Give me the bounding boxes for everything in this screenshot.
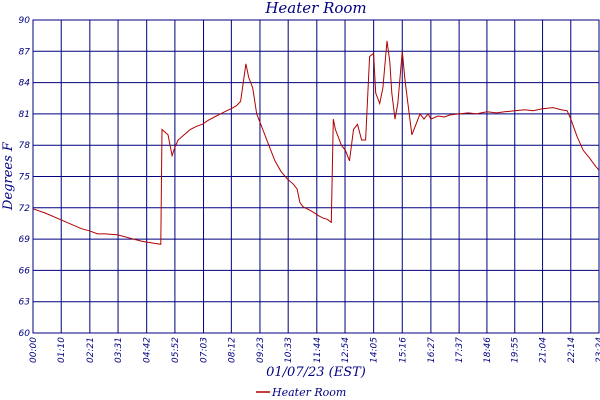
x-tick-label: 12:54 bbox=[341, 337, 351, 363]
chart-title: Heater Room bbox=[264, 0, 366, 17]
y-tick-label: 90 bbox=[19, 16, 31, 26]
x-tick-label: 08:12 bbox=[227, 337, 237, 363]
series-layer bbox=[32, 40, 600, 245]
x-tick-label: 02:21 bbox=[86, 337, 96, 363]
y-tick-label: 78 bbox=[19, 141, 31, 151]
y-tick-label: 69 bbox=[19, 235, 31, 245]
y-tick-label: 66 bbox=[19, 266, 31, 276]
y-tick-label: 63 bbox=[19, 298, 31, 308]
y-tick-labels: 60 63 66 69 72 75 78 81 84 87 90 bbox=[19, 16, 31, 339]
x-tick-label: 01:10 bbox=[57, 337, 67, 363]
series-line bbox=[32, 40, 600, 245]
x-tick-label: 23:24 bbox=[595, 337, 600, 363]
x-tick-label: 07:03 bbox=[200, 337, 210, 363]
x-tick-labels: 00:00 01:10 02:21 03:31 04:42 05:52 07:03 08:12… bbox=[29, 337, 600, 363]
x-tick-label: 00:00 bbox=[29, 337, 39, 363]
y-tick-label: 72 bbox=[19, 204, 31, 214]
y-tick-label: 87 bbox=[19, 47, 31, 57]
x-tick-label: 17:37 bbox=[455, 337, 465, 363]
x-tick-label: 19:55 bbox=[511, 337, 521, 363]
grid-layer bbox=[32, 19, 600, 334]
y-tick-label: 75 bbox=[19, 173, 31, 183]
x-tick-label: 21:04 bbox=[539, 337, 549, 363]
plot-frame bbox=[32, 19, 600, 334]
y-tick-label: 60 bbox=[19, 329, 31, 339]
x-tick-label: 04:42 bbox=[143, 337, 153, 363]
x-axis-label: 01/07/23 (EST) bbox=[266, 365, 366, 380]
x-tick-label: 22:14 bbox=[567, 337, 577, 363]
legend: Heater Room bbox=[256, 386, 346, 399]
y-tick-label: 84 bbox=[19, 79, 31, 89]
x-tick-label: 18:46 bbox=[483, 337, 493, 363]
y-tick-label: 81 bbox=[19, 110, 30, 120]
legend-label: Heater Room bbox=[271, 386, 346, 399]
x-tick-label: 03:31 bbox=[114, 337, 124, 363]
x-tick-label: 05:52 bbox=[171, 337, 181, 363]
y-axis-label: Degrees F bbox=[1, 141, 16, 211]
x-tick-label: 16:27 bbox=[427, 337, 437, 363]
x-tick-label: 11:44 bbox=[313, 337, 323, 363]
x-tick-label: 10:33 bbox=[284, 337, 294, 363]
x-tick-label: 14:05 bbox=[370, 337, 380, 363]
x-tick-label: 09:23 bbox=[256, 337, 266, 363]
x-tick-label: 15:16 bbox=[398, 337, 408, 363]
